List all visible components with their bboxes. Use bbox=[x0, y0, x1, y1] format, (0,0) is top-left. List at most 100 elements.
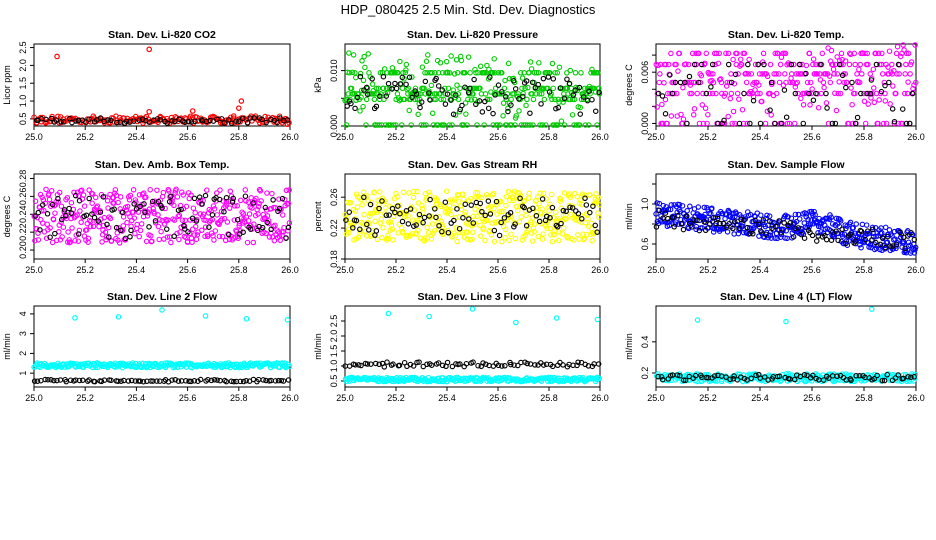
data-point-colored bbox=[443, 188, 450, 194]
data-point-colored bbox=[783, 228, 789, 234]
data-point-black bbox=[392, 209, 398, 216]
data-point-black bbox=[243, 377, 249, 384]
data-point-colored bbox=[526, 195, 532, 201]
data-point-colored bbox=[346, 50, 352, 56]
data-point-colored bbox=[505, 105, 511, 112]
data-point-black bbox=[698, 61, 705, 68]
data-point-black bbox=[92, 378, 98, 385]
data-point-black bbox=[583, 202, 590, 208]
x-tick-label: 25.0 bbox=[25, 393, 43, 403]
data-point-colored bbox=[131, 215, 138, 221]
data-point-colored bbox=[419, 64, 426, 70]
data-point-black bbox=[384, 359, 390, 365]
data-point-colored bbox=[367, 210, 373, 217]
data-point-colored bbox=[793, 80, 799, 87]
data-point-black bbox=[535, 81, 542, 88]
data-point-black bbox=[832, 120, 839, 127]
x-tick-label: 26.0 bbox=[281, 265, 299, 275]
chart-title: Stan. Dev. Amb. Box Temp. bbox=[95, 159, 230, 171]
data-point-black bbox=[515, 362, 521, 369]
data-point-colored bbox=[421, 238, 428, 244]
data-point-colored bbox=[478, 194, 484, 201]
data-point-colored bbox=[558, 196, 564, 202]
data-point-colored bbox=[474, 213, 480, 220]
data-point-colored bbox=[428, 236, 435, 242]
data-point-colored bbox=[132, 230, 138, 237]
data-point-colored bbox=[491, 238, 498, 245]
data-point-colored bbox=[503, 202, 509, 209]
data-point-colored bbox=[101, 214, 108, 221]
data-point-colored bbox=[533, 91, 539, 97]
data-point-colored bbox=[456, 214, 462, 220]
data-point-colored bbox=[901, 90, 908, 97]
data-point-black bbox=[691, 217, 697, 223]
data-point-black bbox=[193, 218, 200, 224]
data-point-colored bbox=[224, 219, 231, 225]
data-point-colored bbox=[696, 50, 702, 57]
y-tick-label: 0.22 bbox=[18, 223, 28, 241]
data-point-colored bbox=[448, 53, 454, 59]
data-point-colored bbox=[120, 223, 127, 229]
data-point-colored bbox=[842, 71, 849, 77]
data-point-black bbox=[665, 215, 671, 222]
data-point-colored bbox=[792, 211, 799, 218]
data-point-colored bbox=[863, 222, 870, 228]
x-tick-label: 25.8 bbox=[855, 132, 873, 142]
data-point-colored bbox=[865, 101, 871, 107]
data-point-black bbox=[142, 209, 148, 216]
chart-title: Stan. Dev. Li-820 CO2 bbox=[108, 29, 216, 41]
data-point-colored bbox=[891, 67, 897, 74]
data-point-black bbox=[86, 116, 92, 122]
data-point-colored bbox=[705, 111, 711, 118]
data-point-black bbox=[575, 210, 582, 217]
data-point-colored bbox=[508, 122, 515, 128]
data-point-colored bbox=[68, 199, 75, 206]
data-point-black bbox=[795, 225, 802, 231]
data-point-colored bbox=[764, 73, 771, 80]
data-point-colored bbox=[729, 120, 735, 127]
data-point-colored bbox=[774, 235, 780, 242]
data-point-black bbox=[781, 87, 788, 93]
data-point-black bbox=[721, 117, 727, 124]
data-point-colored bbox=[804, 79, 811, 86]
data-point-colored bbox=[438, 96, 444, 103]
data-point-colored bbox=[671, 90, 677, 97]
data-point-colored bbox=[728, 90, 735, 97]
data-point-black bbox=[884, 372, 890, 378]
data-point-black bbox=[346, 209, 353, 215]
data-point-colored bbox=[847, 219, 854, 226]
data-point-colored bbox=[393, 122, 399, 128]
data-point-black bbox=[900, 375, 907, 382]
y-axis-label: Licor ppm bbox=[2, 65, 12, 105]
data-point-black bbox=[150, 378, 156, 384]
data-point-black bbox=[532, 84, 539, 91]
y-tick-label: 2.5 bbox=[329, 315, 339, 328]
data-point-black bbox=[830, 229, 836, 235]
data-point-black bbox=[418, 99, 425, 105]
data-point-black bbox=[175, 378, 182, 384]
data-point-outlier bbox=[469, 306, 476, 312]
data-point-black bbox=[228, 378, 235, 385]
data-point-black bbox=[590, 203, 596, 209]
data-point-outlier bbox=[868, 306, 875, 312]
y-tick-label: 0.4 bbox=[640, 336, 650, 349]
data-point-black bbox=[231, 378, 237, 385]
data-point-colored bbox=[439, 223, 446, 230]
x-tick-label: 26.0 bbox=[591, 132, 609, 142]
data-point-black bbox=[492, 92, 498, 98]
data-point-colored bbox=[562, 212, 569, 218]
data-point-colored bbox=[867, 71, 873, 77]
data-point-colored bbox=[72, 237, 78, 244]
data-point-colored bbox=[788, 71, 795, 77]
data-point-black bbox=[653, 224, 660, 230]
data-point-black bbox=[136, 117, 143, 123]
data-point-colored bbox=[832, 90, 838, 97]
data-point-black bbox=[100, 194, 107, 200]
data-point-colored bbox=[581, 235, 588, 242]
data-point-colored bbox=[219, 233, 226, 240]
data-point-colored bbox=[897, 53, 904, 60]
plot-frame bbox=[344, 305, 601, 388]
data-point-colored bbox=[89, 191, 96, 197]
data-point-colored bbox=[767, 61, 774, 68]
data-point-black bbox=[405, 221, 412, 227]
